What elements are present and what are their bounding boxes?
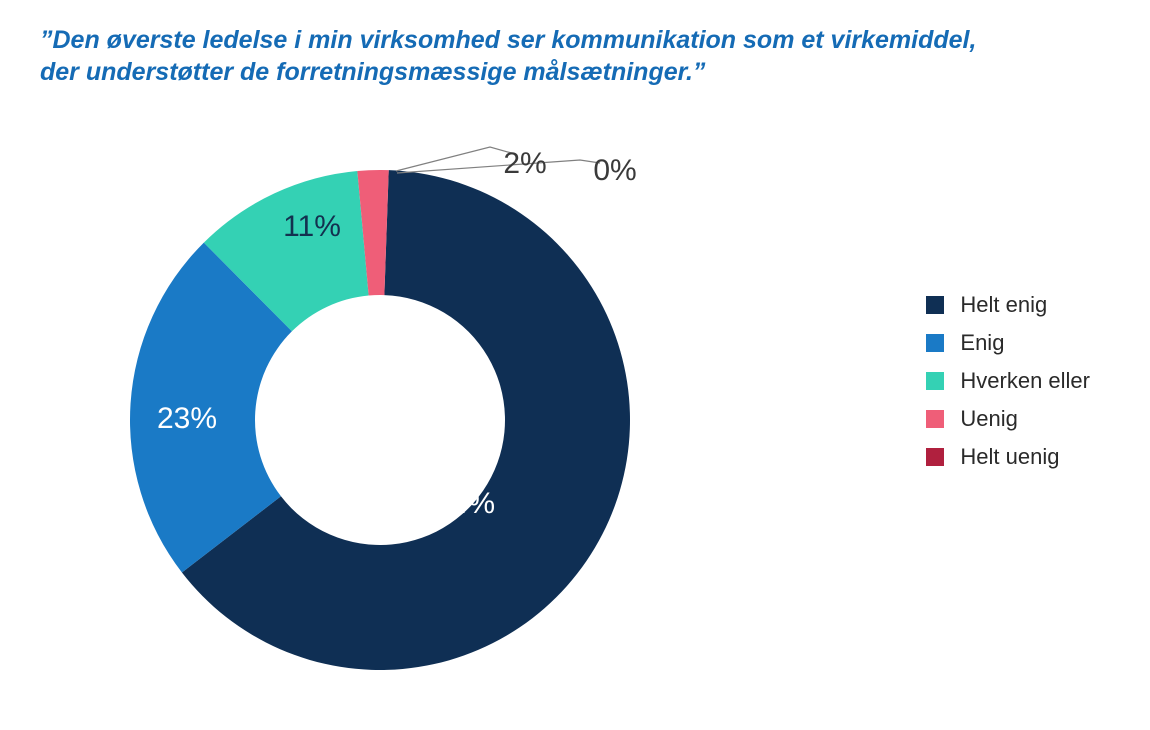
leader-uenig [396,147,515,171]
chart-title-line1: ”Den øverste ledelse i min virksomhed se… [40,26,976,54]
donut-chart-svg: 64% 23% 11% 2% 0% [60,110,760,710]
leader-helt_uenig [397,160,600,173]
slice-label-helt_uenig: 0% [593,154,636,187]
legend-row-uenig: Uenig [926,406,1090,432]
chart-title-line2: der understøtter de forretningsmæssige m… [40,58,705,86]
slice-label-helt_enig: 64% [435,487,495,520]
chart-legend: Helt enig Enig Hverken eller Uenig Helt ueni… [926,280,1090,482]
legend-label-helt_enig: Helt enig [960,292,1047,318]
slice-label-uenig: 2% [503,147,546,180]
legend-swatch-uenig [926,410,944,428]
slice-label-enig: 23% [157,402,217,435]
legend-swatch-helt_uenig [926,448,944,466]
legend-swatch-helt_enig [926,296,944,314]
legend-row-helt_enig: Helt enig [926,292,1090,318]
donut-chart: 64% 23% 11% 2% 0% [60,110,760,710]
legend-swatch-enig [926,334,944,352]
legend-label-hverken_eller: Hverken eller [960,368,1090,394]
legend-row-enig: Enig [926,330,1090,356]
legend-row-hverken_eller: Hverken eller [926,368,1090,394]
legend-swatch-hverken_eller [926,372,944,390]
legend-label-enig: Enig [960,330,1004,356]
legend-label-helt_uenig: Helt uenig [960,444,1059,470]
legend-label-uenig: Uenig [960,406,1017,432]
legend-row-helt_uenig: Helt uenig [926,444,1090,470]
chart-title: ”Den øverste ledelse i min virksomhed se… [40,24,1110,88]
slice-label-hverken_eller: 11% [283,210,341,243]
